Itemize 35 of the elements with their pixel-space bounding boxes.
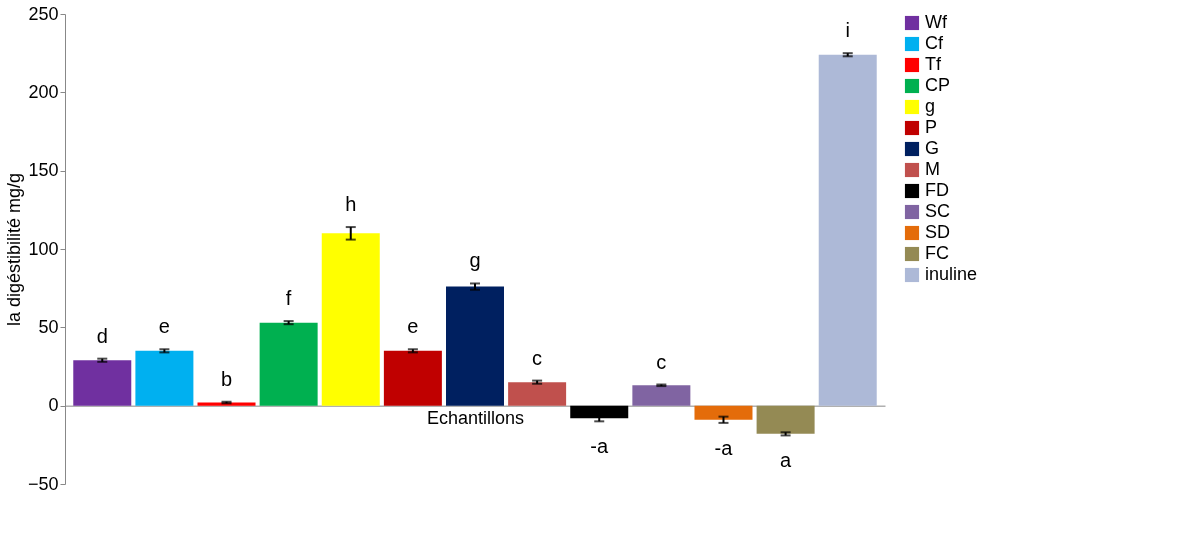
legend-label: G: [925, 138, 940, 158]
y-tick-label: 200: [28, 81, 59, 102]
annotation: b: [220, 367, 233, 390]
legend-label: CP: [925, 75, 951, 95]
annotation: c: [532, 346, 543, 369]
annotation: c: [656, 350, 667, 373]
annotation: a: [780, 449, 793, 472]
legend-label: SC: [925, 201, 951, 221]
annotation: g: [469, 249, 481, 272]
annotation: -a: [590, 435, 609, 458]
legend-label: SD: [925, 222, 951, 242]
annotation: e: [407, 315, 419, 338]
annotation: h: [345, 193, 357, 216]
y-axis-title: la digéstibilité mg/g: [3, 172, 24, 327]
legend-label: FC: [925, 243, 949, 263]
y-tick-label: 0: [48, 395, 59, 416]
annotation: f: [285, 287, 292, 310]
annotation: d: [96, 324, 108, 347]
legend-label: Cf: [925, 33, 944, 53]
y-tick-label: 50: [38, 316, 59, 337]
legend-label: inuline: [925, 264, 978, 284]
legend-label: FD: [925, 180, 949, 200]
legend-label: M: [925, 159, 940, 179]
y-tick-label: 100: [28, 238, 59, 259]
y-tick-label: 250: [28, 3, 59, 24]
y-tick-label: 150: [28, 160, 59, 181]
y-tick-label: −50: [27, 473, 59, 494]
annotation: -a: [714, 436, 734, 459]
annotation: e: [158, 315, 170, 338]
x-axis-title: Echantillons: [426, 408, 525, 429]
legend-label: Wf: [925, 12, 948, 32]
legend-label: g: [925, 96, 936, 116]
annotation: i: [845, 19, 850, 42]
legend-label: Tf: [925, 54, 942, 74]
legend-label: P: [925, 117, 938, 137]
